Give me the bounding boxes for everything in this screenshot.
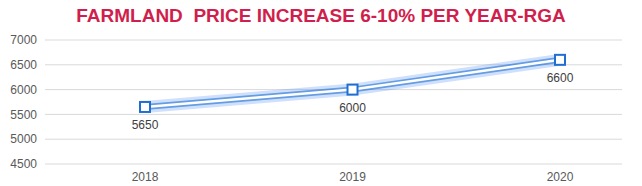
svg-text:2018: 2018 <box>132 170 159 184</box>
svg-text:5650: 5650 <box>132 118 159 132</box>
svg-text:2019: 2019 <box>339 170 366 184</box>
svg-text:7000: 7000 <box>10 33 37 47</box>
svg-text:6500: 6500 <box>10 58 37 72</box>
svg-text:6000: 6000 <box>10 83 37 97</box>
svg-text:5500: 5500 <box>10 108 37 122</box>
html-text:FARMLAND PRICE INCREASE 6-10%: FARMLAND PRICE INCREASE 6-10% PER YEAR-R… <box>76 5 566 26</box>
svg-text:4500: 4500 <box>10 157 37 171</box>
svg-text:5000: 5000 <box>10 132 37 146</box>
svg-text:6600: 6600 <box>547 71 574 85</box>
svg-text:2020: 2020 <box>547 170 574 184</box>
svg-text:6000: 6000 <box>339 101 366 115</box>
